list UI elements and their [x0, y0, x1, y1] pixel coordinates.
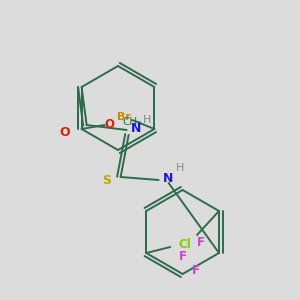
Text: F: F	[197, 236, 205, 250]
Text: O: O	[59, 127, 70, 140]
Text: N: N	[130, 122, 141, 134]
Text: CH₃: CH₃	[122, 117, 141, 127]
Text: F: F	[192, 265, 200, 278]
Text: F: F	[179, 250, 187, 263]
Text: Br: Br	[117, 112, 131, 122]
Text: H: H	[142, 115, 151, 125]
Text: O: O	[105, 118, 115, 130]
Text: N: N	[163, 172, 173, 184]
Text: S: S	[102, 175, 111, 188]
Text: Cl: Cl	[178, 238, 191, 251]
Text: H: H	[176, 163, 184, 173]
